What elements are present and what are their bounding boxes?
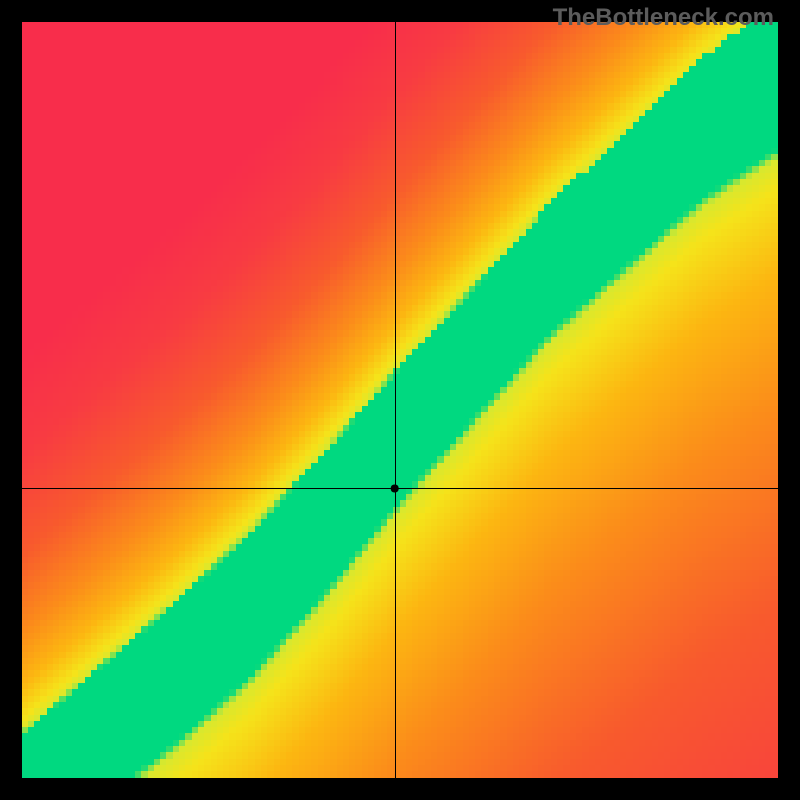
- bottleneck-heatmap: [0, 0, 800, 800]
- watermark-text: TheBottleneck.com: [553, 4, 774, 32]
